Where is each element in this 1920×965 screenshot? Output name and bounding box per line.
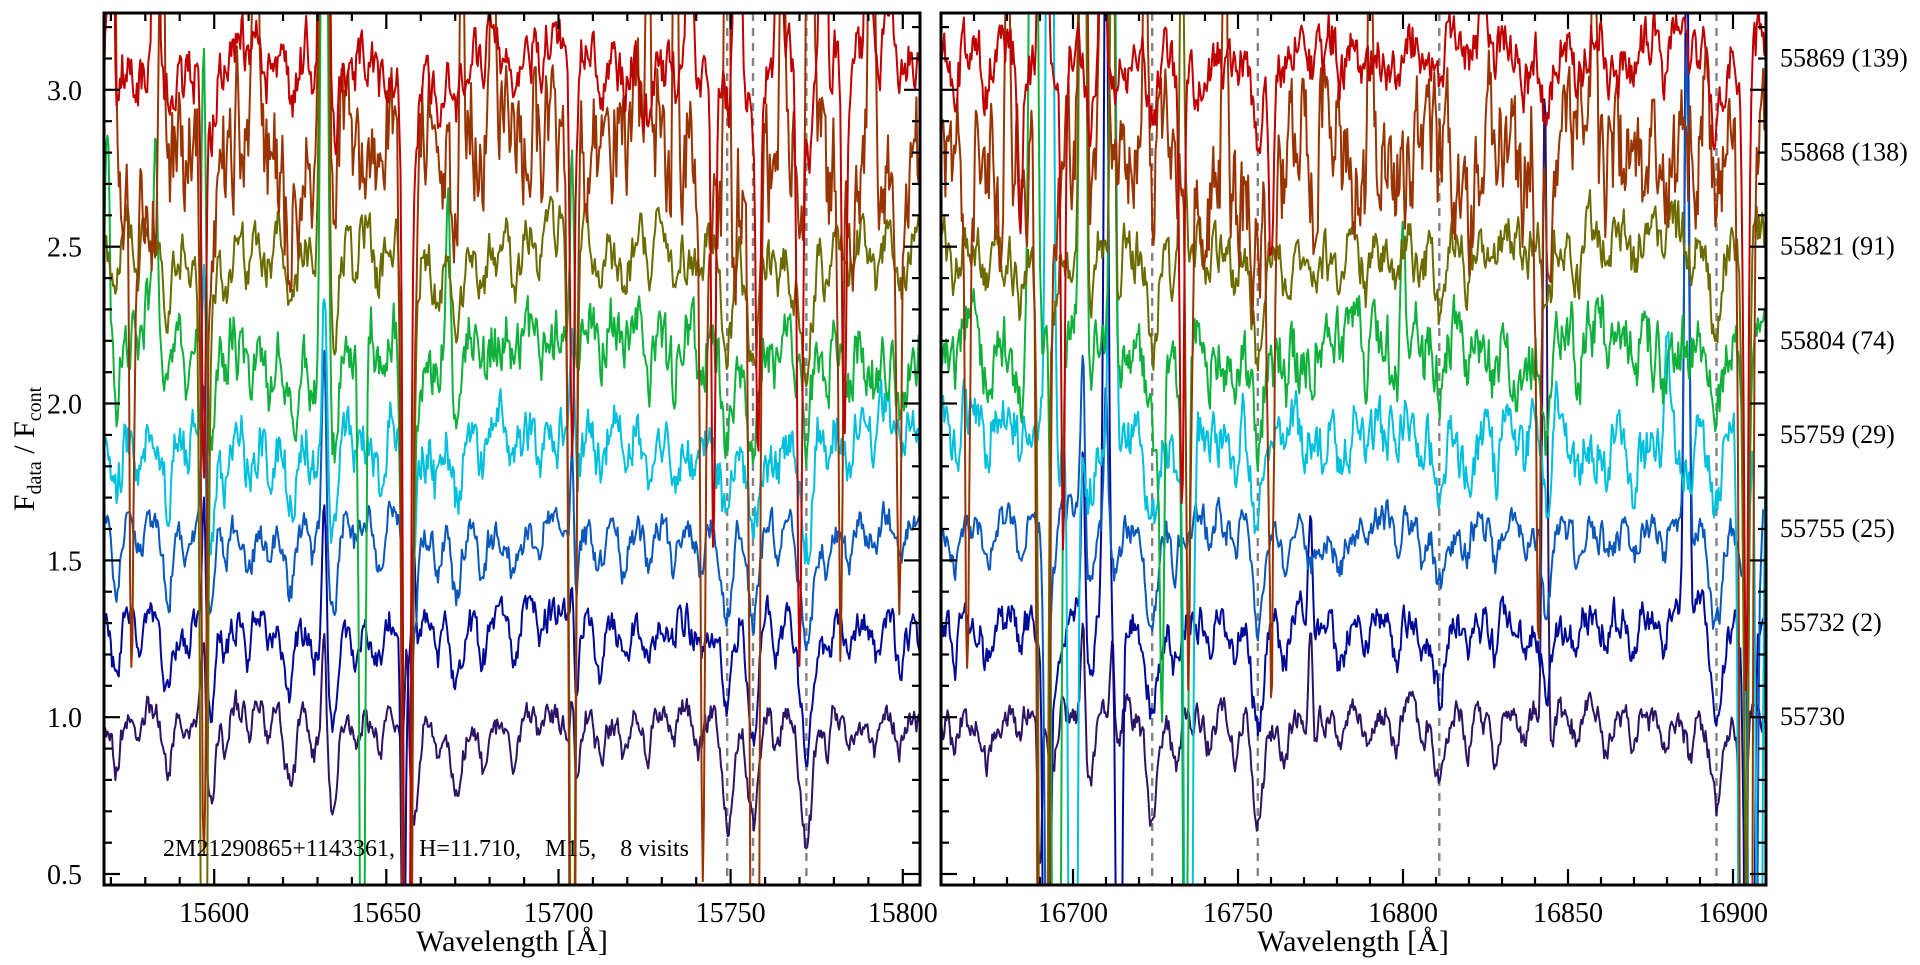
panel-frame xyxy=(102,11,922,887)
target-annotation: 2M21290865+1143361, H=11.710, M15, 8 vis… xyxy=(163,836,689,862)
x-tick-label: 15600 xyxy=(179,898,249,929)
x-tick-label: 16700 xyxy=(1038,898,1108,929)
y-axis-title-sub1: data xyxy=(24,461,46,494)
x-tick-label: 16850 xyxy=(1533,898,1603,929)
spectrum-line-55869 xyxy=(941,13,1766,691)
x-tick-label: 16800 xyxy=(1368,898,1438,929)
y-axis-title-base1: F xyxy=(8,495,41,512)
visit-label-55804: 55804 (74) xyxy=(1780,326,1895,355)
y-tick-label: 0.5 xyxy=(47,860,82,891)
y-axis-title-base2: / F xyxy=(8,421,41,461)
x-tick-label: 15800 xyxy=(868,898,938,929)
y-tick-label: 2.0 xyxy=(47,390,82,421)
x-tick-label: 15700 xyxy=(524,898,594,929)
x-tick-label: 15750 xyxy=(696,898,766,929)
right-panel: 16700 16750 16800 16850 16900 xyxy=(939,11,1768,929)
x-axis-title-right: Wavelength [Å] xyxy=(1257,925,1449,958)
spectrum-line-55730 xyxy=(104,633,920,850)
y-axis-title-sub2: cont xyxy=(24,386,46,421)
spectrum-line-55821 xyxy=(104,13,920,885)
y-tick-label: 1.0 xyxy=(47,703,82,734)
x-tick-label: 16900 xyxy=(1698,898,1768,929)
visit-label-55755: 55755 (25) xyxy=(1780,514,1895,543)
x-tick-label: 15650 xyxy=(351,898,421,929)
spectrum-line-55755 xyxy=(104,349,920,885)
spectrum-line-55869 xyxy=(104,13,920,885)
spectrum-line-55868 xyxy=(104,13,920,885)
visit-label-55869: 55869 (139) xyxy=(1780,44,1908,73)
y-axis-title: Fdata / Fcont xyxy=(8,386,46,511)
panels: 15600 15650 15700 15750 15800 16700 16750 16800… xyxy=(47,11,1908,929)
visit-label-55868: 55868 (138) xyxy=(1780,138,1908,167)
visit-label-55730: 55730 xyxy=(1780,702,1845,731)
visit-label-55732: 55732 (2) xyxy=(1780,608,1882,637)
visit-label-55759: 55759 (29) xyxy=(1780,420,1895,449)
y-tick-label: 1.5 xyxy=(47,546,82,577)
spectrum-line-55868 xyxy=(941,13,1766,885)
spectrum-line-55755 xyxy=(941,39,1766,885)
y-tick-label: 2.5 xyxy=(47,233,82,264)
panel-frame xyxy=(939,11,1768,887)
spectrum-line-55804 xyxy=(104,13,920,885)
y-tick-label: 3.0 xyxy=(47,76,82,107)
x-axis-title-left: Wavelength [Å] xyxy=(416,925,608,958)
x-tick-label: 16750 xyxy=(1203,898,1273,929)
spectrum-line-55759 xyxy=(941,13,1766,885)
visit-label-55821: 55821 (91) xyxy=(1780,232,1895,261)
left-panel: 15600 15650 15700 15750 15800 xyxy=(102,11,938,929)
spectrum-line-55732 xyxy=(104,496,920,885)
spectrum-line-55759 xyxy=(104,263,920,885)
